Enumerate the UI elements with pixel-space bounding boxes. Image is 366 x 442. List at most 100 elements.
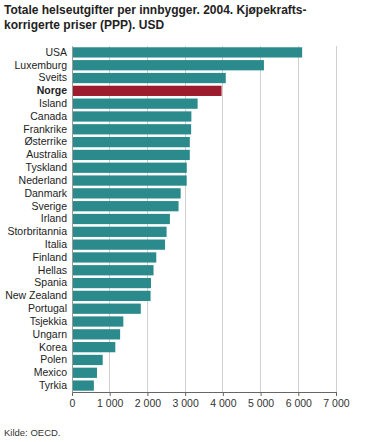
y-tick: Mexico: [34, 366, 72, 378]
y-tick: Tyskland: [26, 161, 72, 173]
y-tick-label: Frankrike: [23, 123, 67, 135]
bar: [72, 316, 123, 326]
x-tick-label: 2 000: [135, 397, 161, 409]
title-line: Totale helseutgifter per innbygger. 2004…: [4, 3, 307, 17]
y-tick-label: Island: [39, 97, 67, 109]
y-tick: Korea: [39, 341, 72, 353]
grid-line: [72, 46, 73, 392]
bar: [72, 368, 97, 378]
y-tick: Spania: [34, 276, 72, 288]
x-tick: 3 000: [173, 392, 199, 409]
y-tick-label: USA: [45, 46, 67, 58]
grid-line: [185, 46, 186, 392]
grid: [72, 46, 336, 392]
bar: [72, 227, 167, 237]
y-tick-label: Østerrike: [24, 135, 67, 147]
bar: [72, 329, 120, 339]
bar: [72, 150, 190, 160]
x-tick: 4 000: [210, 392, 236, 409]
bar: [72, 60, 264, 70]
grid-line: [222, 46, 223, 392]
bar: [72, 380, 94, 390]
x-tick-label: 4 000: [210, 397, 236, 409]
bar: [72, 73, 226, 83]
y-axis-line: [72, 47, 73, 393]
y-tick-label: Tyrkia: [39, 379, 67, 391]
y-tick: Danmark: [24, 187, 72, 199]
bar: [72, 124, 191, 134]
x-tick-mark: [223, 392, 224, 396]
x-tick-mark: [261, 392, 262, 396]
bar: [72, 355, 103, 365]
y-tick-label: Italia: [45, 238, 67, 250]
grid-line: [336, 46, 337, 392]
y-tick: Finland: [33, 251, 72, 263]
x-tick-mark: [72, 392, 73, 396]
bar: [72, 278, 151, 288]
title: Totale helseutgifter per innbygger. 2004…: [4, 3, 307, 32]
y-tick: Canada: [30, 110, 72, 122]
y-tick: Portugal: [28, 302, 72, 314]
y-tick-label: Portugal: [28, 302, 67, 314]
y-tick: USA: [45, 46, 72, 58]
y-tick: New Zealand: [5, 289, 72, 301]
x-tick: 7 000: [323, 392, 349, 409]
y-tick: Hellas: [38, 264, 72, 276]
y-tick-label: New Zealand: [5, 289, 67, 301]
bar: [72, 240, 165, 250]
y-tick: Sveits: [38, 71, 72, 83]
y-tick: Sverige: [31, 200, 72, 212]
y-tick-label: Mexico: [34, 366, 67, 378]
y-tick: Nederland: [19, 174, 72, 186]
x-tick-label: 5 000: [248, 397, 274, 409]
y-tick: Polen: [40, 353, 72, 365]
x-axis-line: [73, 393, 337, 397]
title-line: korrigerte priser (PPP). USD: [4, 18, 164, 32]
y-tick: Italia: [45, 238, 72, 250]
grid-line: [260, 46, 261, 392]
y-tick-label: Sverige: [31, 200, 67, 212]
y-tick-label: Norge: [37, 84, 67, 96]
y-tick: Østerrike: [24, 135, 72, 147]
chart: Totale helseutgifter per innbygger. 2004…: [0, 0, 366, 442]
bar: [72, 265, 154, 275]
bar: [72, 188, 181, 198]
y-tick-label: Finland: [33, 251, 68, 263]
grid-line: [298, 46, 299, 392]
x-tick-label: 7 000: [323, 397, 349, 409]
y-tick: Tyrkia: [39, 379, 72, 391]
y-tick: Ungarn: [33, 328, 72, 340]
bar: [72, 291, 151, 301]
source: Kilde: OECD.: [4, 427, 61, 438]
x-tick-mark: [147, 392, 148, 396]
y-tick-label: Tsjekkia: [30, 315, 68, 327]
bar: [72, 99, 198, 109]
x-tick-label: 3 000: [173, 397, 199, 409]
y-tick-label: Australia: [26, 148, 67, 160]
y-tick-label: Ungarn: [33, 328, 68, 340]
bar: [72, 304, 141, 314]
y-axis: USALuxemburgSveitsNorgeIslandCanadaFrank…: [5, 46, 72, 393]
y-tick-label: Polen: [40, 353, 67, 365]
bar: [72, 175, 187, 185]
y-tick-label: Luxemburg: [14, 59, 67, 71]
x-tick-mark: [298, 392, 299, 396]
bar: [72, 163, 187, 173]
y-tick-label: Sveits: [38, 71, 67, 83]
x-tick-mark: [336, 392, 337, 396]
x-tick-label: 0: [70, 397, 76, 409]
x-tick-label: 1 000: [97, 397, 123, 409]
y-tick-label: Hellas: [38, 264, 67, 276]
bar: [72, 342, 115, 352]
x-tick-mark: [110, 392, 111, 396]
y-tick: Norge: [37, 84, 72, 96]
x-tick: 5 000: [248, 392, 274, 409]
x-tick-mark: [185, 392, 186, 396]
x-tick: 6 000: [286, 392, 312, 409]
y-tick-label: Irland: [41, 212, 67, 224]
bar: [72, 201, 179, 211]
x-axis: 0 1 000 2 000 3 000 4 000 5 000 6 000 7 000: [70, 392, 350, 409]
x-tick: 2 000: [135, 392, 161, 409]
x-tick: 1 000: [97, 392, 123, 409]
bar: [72, 47, 302, 57]
